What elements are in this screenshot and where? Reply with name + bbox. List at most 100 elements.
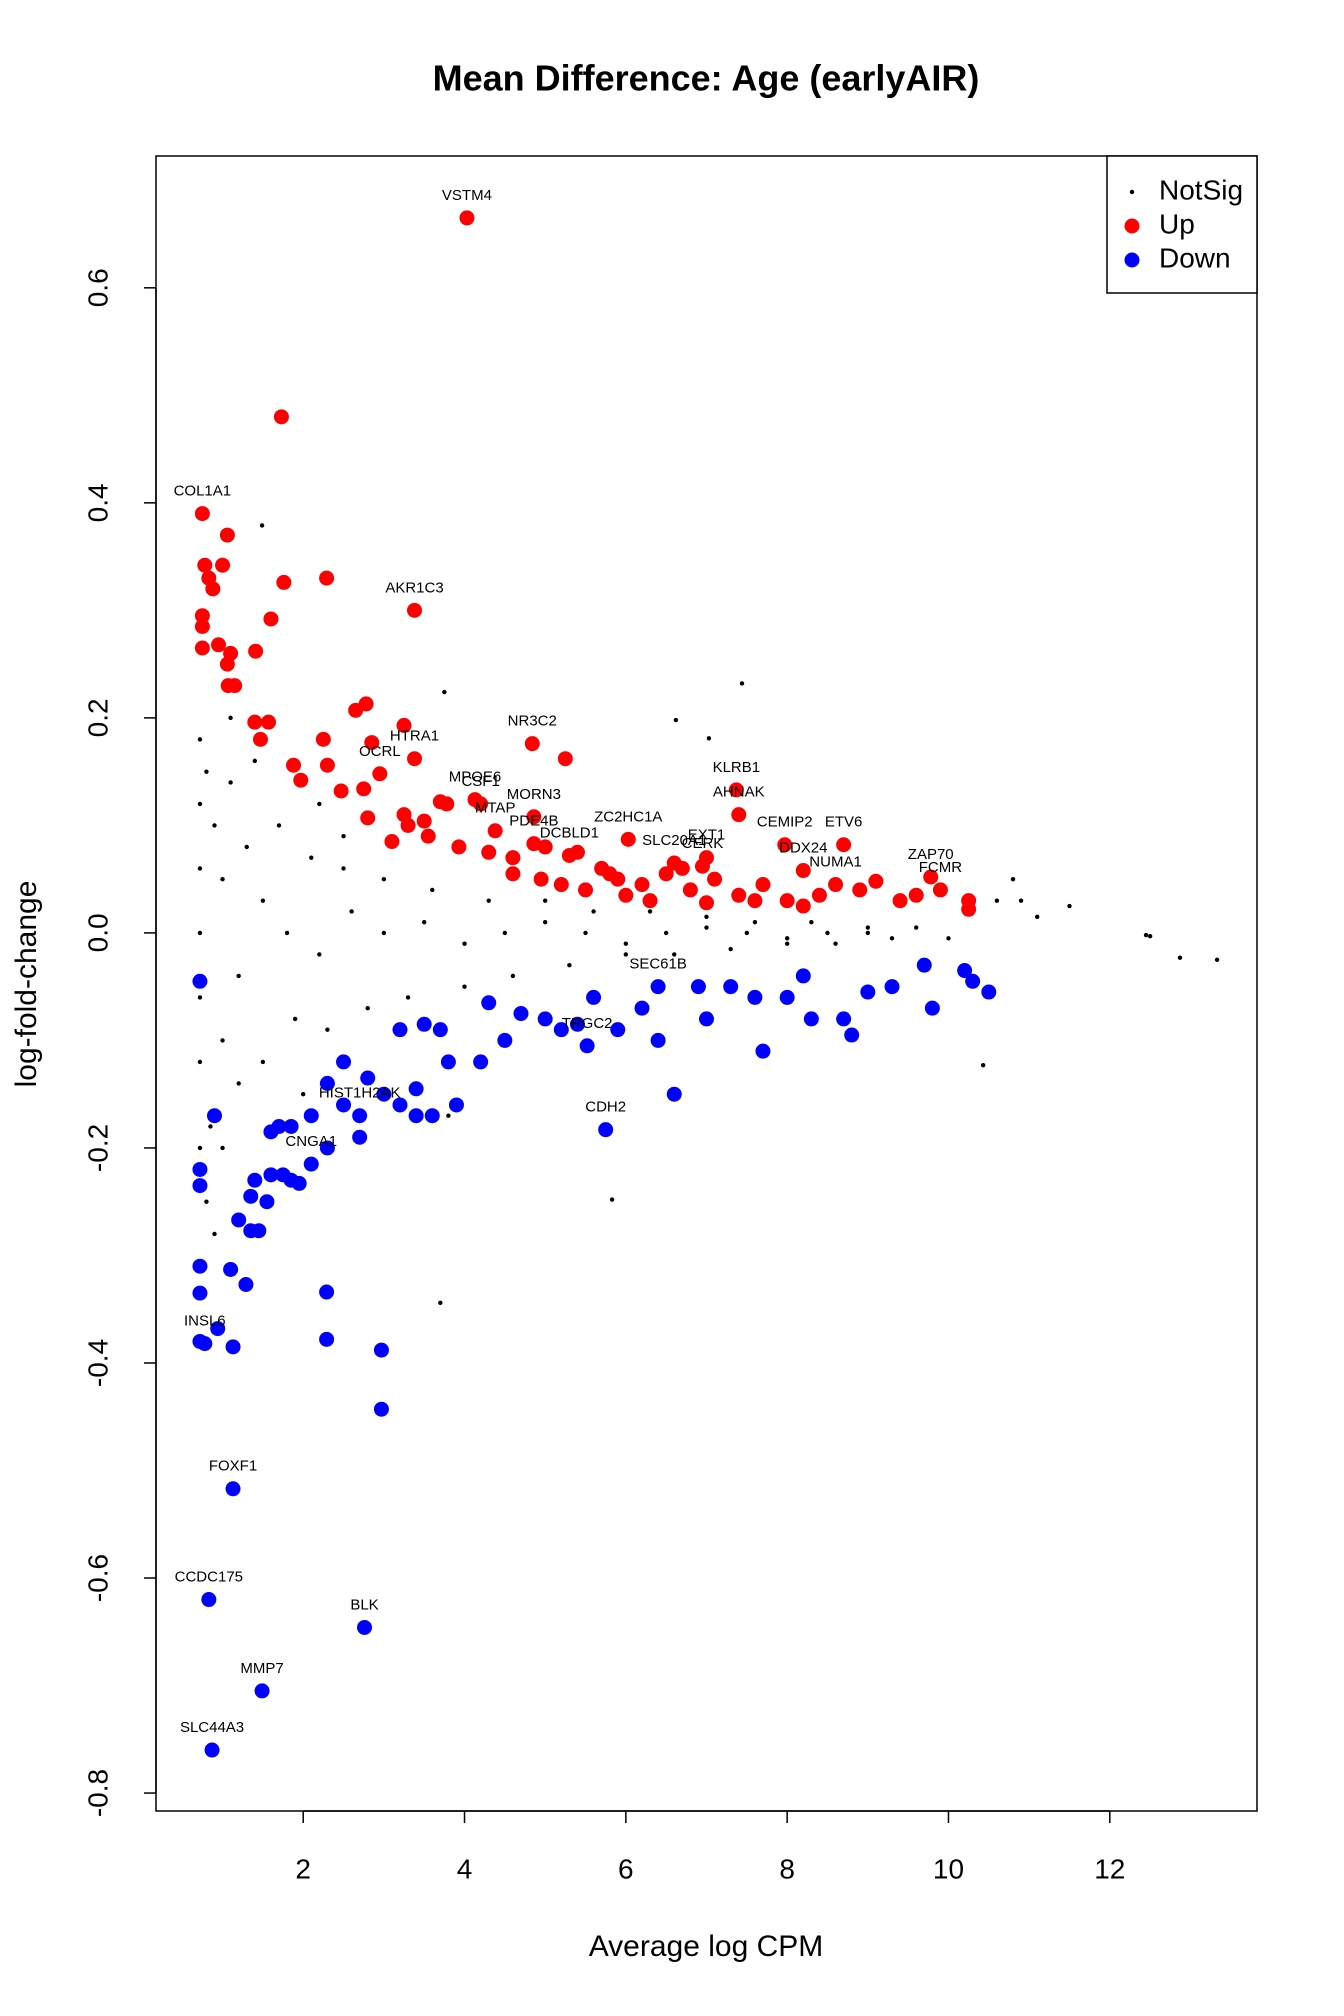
point	[965, 973, 981, 989]
point	[602, 866, 618, 882]
point	[533, 871, 549, 887]
point	[440, 1054, 456, 1070]
point	[542, 898, 548, 903]
point	[247, 714, 263, 730]
point	[236, 973, 241, 979]
point	[430, 887, 435, 893]
point	[1018, 898, 1024, 903]
point	[672, 952, 677, 957]
point	[923, 869, 939, 885]
x-tick-label: 6	[618, 1853, 634, 1884]
point	[192, 973, 208, 989]
point	[1143, 932, 1149, 938]
y-axis-label: log-fold-change	[10, 881, 43, 1088]
point	[392, 1097, 408, 1113]
point	[642, 893, 658, 909]
gene-label: AKR1C3	[385, 579, 443, 596]
point	[916, 957, 932, 973]
point	[384, 834, 400, 850]
point	[319, 757, 335, 773]
point	[231, 1212, 247, 1228]
point	[1147, 933, 1153, 939]
legend-symbol	[1129, 189, 1135, 195]
gene-label: CNGA1	[285, 1133, 337, 1150]
x-tick-label: 10	[933, 1853, 964, 1884]
point	[215, 557, 231, 573]
point	[206, 1108, 222, 1124]
point	[392, 1022, 408, 1038]
point	[836, 837, 852, 853]
point	[263, 1167, 279, 1183]
point	[303, 1156, 319, 1172]
point	[223, 1261, 239, 1277]
x-axis-label: Average log CPM	[589, 1930, 824, 1963]
point	[553, 877, 569, 893]
y-tick-label: -0.4	[82, 1339, 113, 1387]
point	[981, 984, 997, 1000]
point	[356, 781, 372, 797]
point	[699, 1011, 714, 1027]
point	[586, 989, 602, 1005]
point	[663, 930, 669, 936]
point	[598, 1122, 614, 1138]
gene-label: MPOE6	[449, 769, 502, 786]
point	[210, 1321, 226, 1337]
point	[376, 1086, 392, 1102]
gene-label: DDX24	[779, 840, 827, 857]
gene-label: HIST1H2AK	[319, 1085, 401, 1102]
point	[658, 866, 674, 882]
point	[690, 979, 706, 995]
point	[194, 506, 210, 522]
point	[317, 801, 322, 807]
point	[192, 1333, 208, 1349]
point	[365, 1005, 370, 1011]
point	[252, 731, 268, 747]
point	[961, 901, 977, 917]
point	[755, 1043, 771, 1059]
point	[204, 769, 209, 774]
point	[301, 1091, 306, 1097]
point	[204, 1742, 220, 1758]
gene-label: ZAP70	[908, 846, 954, 863]
point	[349, 909, 354, 914]
point	[647, 909, 653, 914]
point	[319, 570, 335, 586]
point	[481, 995, 497, 1011]
point	[219, 527, 235, 543]
point	[610, 1022, 626, 1038]
legend-label: NotSig	[1159, 174, 1243, 205]
point	[247, 1172, 263, 1188]
point	[238, 1276, 254, 1292]
point	[291, 1175, 307, 1191]
point	[1214, 957, 1220, 962]
point	[779, 989, 795, 1005]
point	[244, 844, 249, 850]
point	[505, 850, 521, 866]
point	[197, 801, 203, 807]
y-tick-label: 0.4	[82, 483, 113, 522]
point	[694, 858, 710, 874]
point	[537, 1011, 553, 1027]
point	[957, 963, 973, 979]
point	[197, 737, 203, 742]
point	[408, 1108, 424, 1124]
point	[420, 828, 436, 844]
point	[197, 930, 203, 936]
gene-label: FCMR	[919, 859, 962, 876]
point	[259, 1194, 275, 1210]
gene-label: SEC61B	[629, 956, 687, 973]
point	[421, 919, 427, 925]
gene-label: AHNAK	[713, 784, 765, 801]
point	[674, 860, 690, 876]
y-tick-label: -0.8	[82, 1769, 113, 1817]
y-tick-label: 0.6	[82, 268, 113, 307]
point	[865, 930, 871, 936]
point	[682, 882, 698, 898]
point	[192, 1161, 208, 1177]
point	[220, 1038, 225, 1043]
point	[336, 1097, 352, 1113]
point	[358, 696, 374, 712]
gene-label: VSTM4	[442, 187, 492, 204]
point	[505, 866, 521, 882]
